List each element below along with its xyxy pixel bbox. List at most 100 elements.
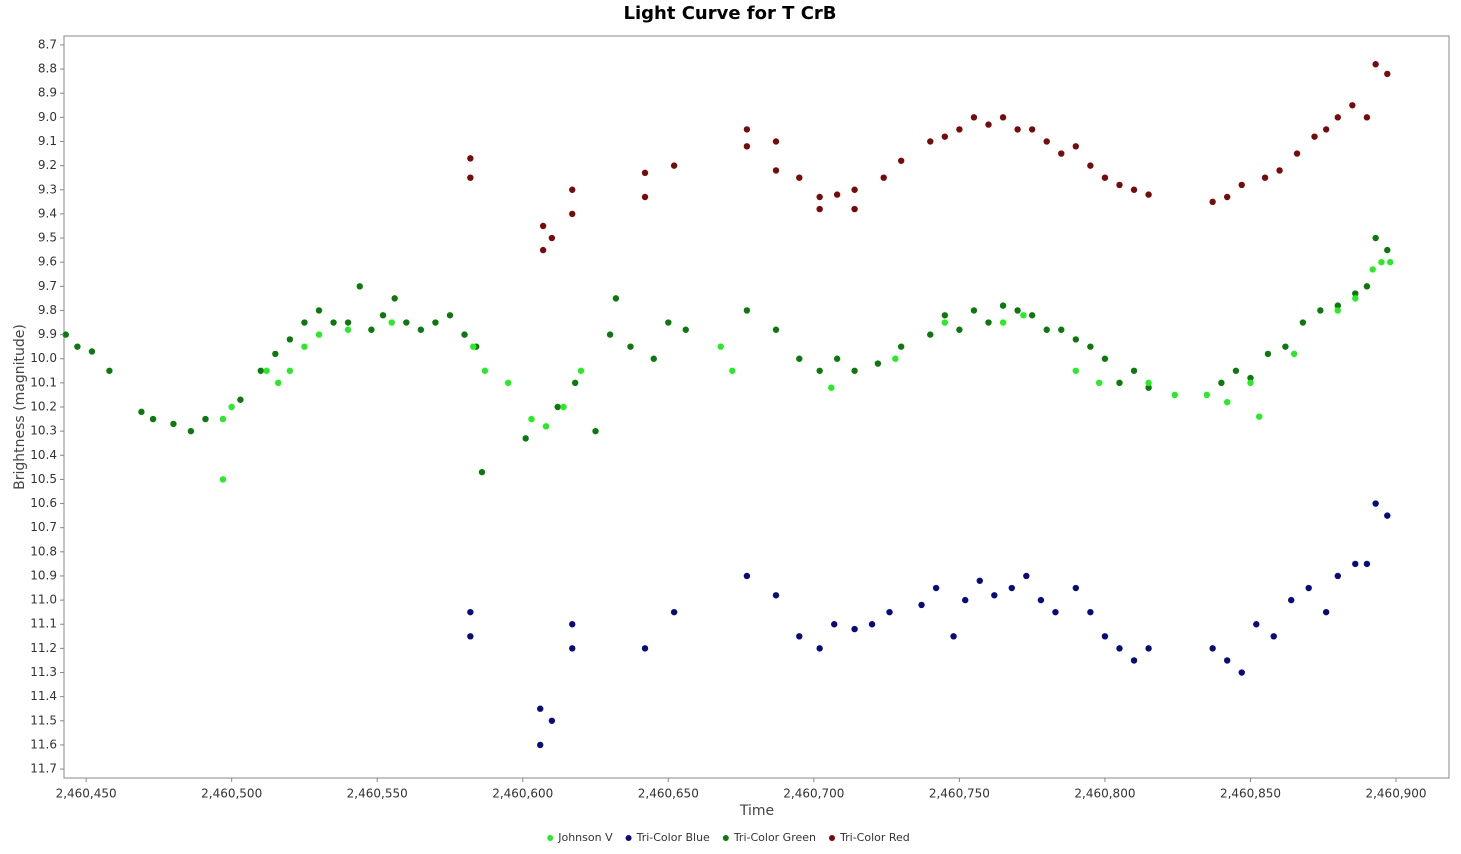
data-point [1290,350,1298,358]
data-point [932,584,940,592]
data-point [467,155,474,162]
data-point [999,319,1007,326]
data-point [1311,133,1318,140]
data-point [1282,343,1289,350]
y-tick-label: 10.2 [30,400,57,414]
data-point [1372,500,1379,507]
x-tick-label: 2,460,700 [783,787,844,801]
data-point [665,319,672,326]
data-point [851,625,858,633]
data-point [670,608,678,616]
data-point [1072,143,1080,150]
data-point [897,343,905,350]
data-point [1058,326,1065,333]
data-point [816,205,823,213]
data-point [1072,584,1080,592]
y-tick-label: 11.7 [30,762,57,776]
data-point [796,174,803,181]
data-point [388,319,395,326]
data-point [537,705,544,712]
data-point [772,167,780,174]
data-point [272,350,279,358]
x-axis-label: Time [739,803,774,819]
data-point [1116,645,1123,652]
data-point [356,283,363,290]
data-point [1334,307,1342,314]
data-point [743,307,751,314]
data-point [1145,379,1152,387]
data-point [1299,319,1307,326]
data-point [828,384,835,391]
y-tick-label: 10.9 [30,568,57,582]
data-point [446,312,454,319]
data-point [874,360,882,367]
data-point [1223,657,1231,664]
plot-area [63,35,1450,779]
data-point [1145,384,1152,391]
data-point [717,343,724,350]
data-point [1116,379,1123,387]
data-point [1028,312,1036,319]
data-point [970,307,978,314]
data-point [886,608,893,616]
data-point [743,572,751,580]
data-point [880,174,887,181]
y-tick-label: 10.7 [30,520,57,534]
data-point [257,367,264,374]
data-point [1052,608,1059,616]
data-point [1130,186,1138,193]
data-point [833,355,841,362]
data-point [569,210,576,218]
data-point [1288,596,1295,604]
y-tick-label: 11.6 [30,737,57,751]
data-point [1209,645,1216,652]
data-point [478,468,486,476]
y-tick-label: 9.6 [38,255,57,269]
data-point [1349,102,1356,109]
data-point [1209,198,1216,206]
data-point [1352,295,1359,302]
data-point [379,312,387,319]
data-point [1378,258,1385,266]
data-point [956,126,963,133]
data-point [1020,312,1027,319]
data-point [1101,174,1109,181]
data-point [1363,560,1371,568]
y-tick-label: 10.1 [30,375,57,389]
legend-label: Tri-Color Red [839,831,910,844]
data-point [548,234,556,242]
data-point [1101,633,1109,640]
x-tick-label: 2,460,850 [1220,787,1281,801]
data-point [202,415,209,423]
data-point [62,331,69,338]
y-tick-label: 10.0 [30,351,57,365]
data-point [301,343,308,350]
data-point [522,435,529,442]
data-point [467,633,474,640]
data-point [729,367,736,374]
y-tick-label: 10.4 [30,448,57,462]
data-point [528,415,535,423]
data-point [927,138,934,145]
data-point [970,114,978,121]
data-point [554,403,561,411]
data-point [1232,367,1240,374]
data-point [344,326,352,333]
data-point [1369,266,1376,273]
data-point [772,326,780,333]
data-point [149,415,157,423]
data-point [851,186,858,193]
data-point [1247,379,1254,387]
data-point [1317,307,1324,314]
data-point [539,246,547,254]
x-tick-label: 2,460,800 [1074,787,1135,801]
data-point [868,621,876,628]
data-point [941,319,949,326]
y-tick-label: 8.8 [38,62,57,76]
data-point [892,355,899,362]
legend-swatch [547,835,554,841]
data-point [569,645,576,652]
data-point [1072,367,1080,374]
x-tick-label: 2,460,600 [492,787,553,801]
